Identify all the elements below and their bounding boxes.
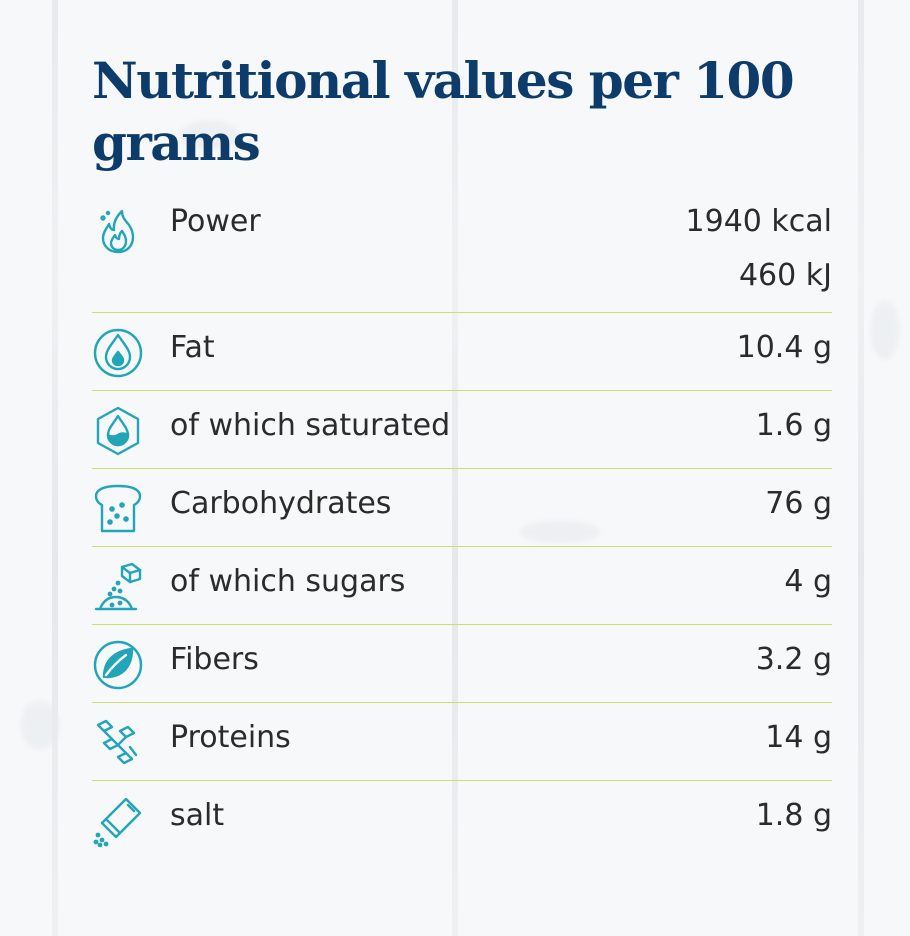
energy-kj: 460 kJ (738, 258, 832, 293)
row-label: of which sugars (170, 564, 406, 599)
row-label: Fat (170, 330, 215, 365)
energy-kcal: 1940 kcal (685, 204, 832, 239)
row-value: 1.6 g (755, 408, 832, 443)
row-label: Carbohydrates (170, 486, 392, 521)
table-row-power: Power 1940 kcal 460 kJ (92, 204, 832, 313)
row-label: Power (170, 204, 261, 239)
row-label: salt (170, 798, 225, 833)
row-value: 1.8 g (755, 798, 832, 833)
bread-icon (92, 483, 148, 535)
sugar-cube-icon (92, 561, 148, 613)
fat-drop-icon (92, 327, 148, 379)
table-row-carbohydrates: Carbohydrates 76 g (92, 469, 832, 547)
row-value: 10.4 g (736, 330, 832, 365)
table-row-sugars: of which sugars 4 g (92, 547, 832, 625)
table-row-fibers: Fibers 3.2 g (92, 625, 832, 703)
nutrition-table: Power 1940 kcal 460 kJ Fat 10.4 g (92, 204, 832, 858)
leaf-icon (92, 639, 148, 691)
row-value: 4 g (784, 564, 832, 599)
row-value: 3.2 g (755, 642, 832, 677)
salt-shaker-icon (92, 795, 148, 848)
nutrition-panel: Nutritional values per 100 grams Power 1… (92, 50, 832, 858)
saturated-drop-icon (92, 405, 148, 457)
row-value: 1940 kcal 460 kJ (686, 204, 832, 294)
table-row-saturated: of which saturated 1.6 g (92, 391, 832, 469)
page-title: Nutritional values per 100 grams (92, 51, 795, 172)
row-label: of which saturated (170, 408, 451, 443)
table-row-salt: salt 1.8 g (92, 781, 832, 858)
row-value: 14 g (765, 720, 832, 755)
row-label: Fibers (170, 642, 259, 677)
row-value: 76 g (765, 486, 832, 521)
flame-icon (92, 204, 148, 256)
row-label: Proteins (170, 720, 291, 755)
protein-helix-icon (92, 717, 148, 769)
table-row-fat: Fat 10.4 g (92, 313, 832, 391)
table-row-proteins: Proteins 14 g (92, 703, 832, 781)
